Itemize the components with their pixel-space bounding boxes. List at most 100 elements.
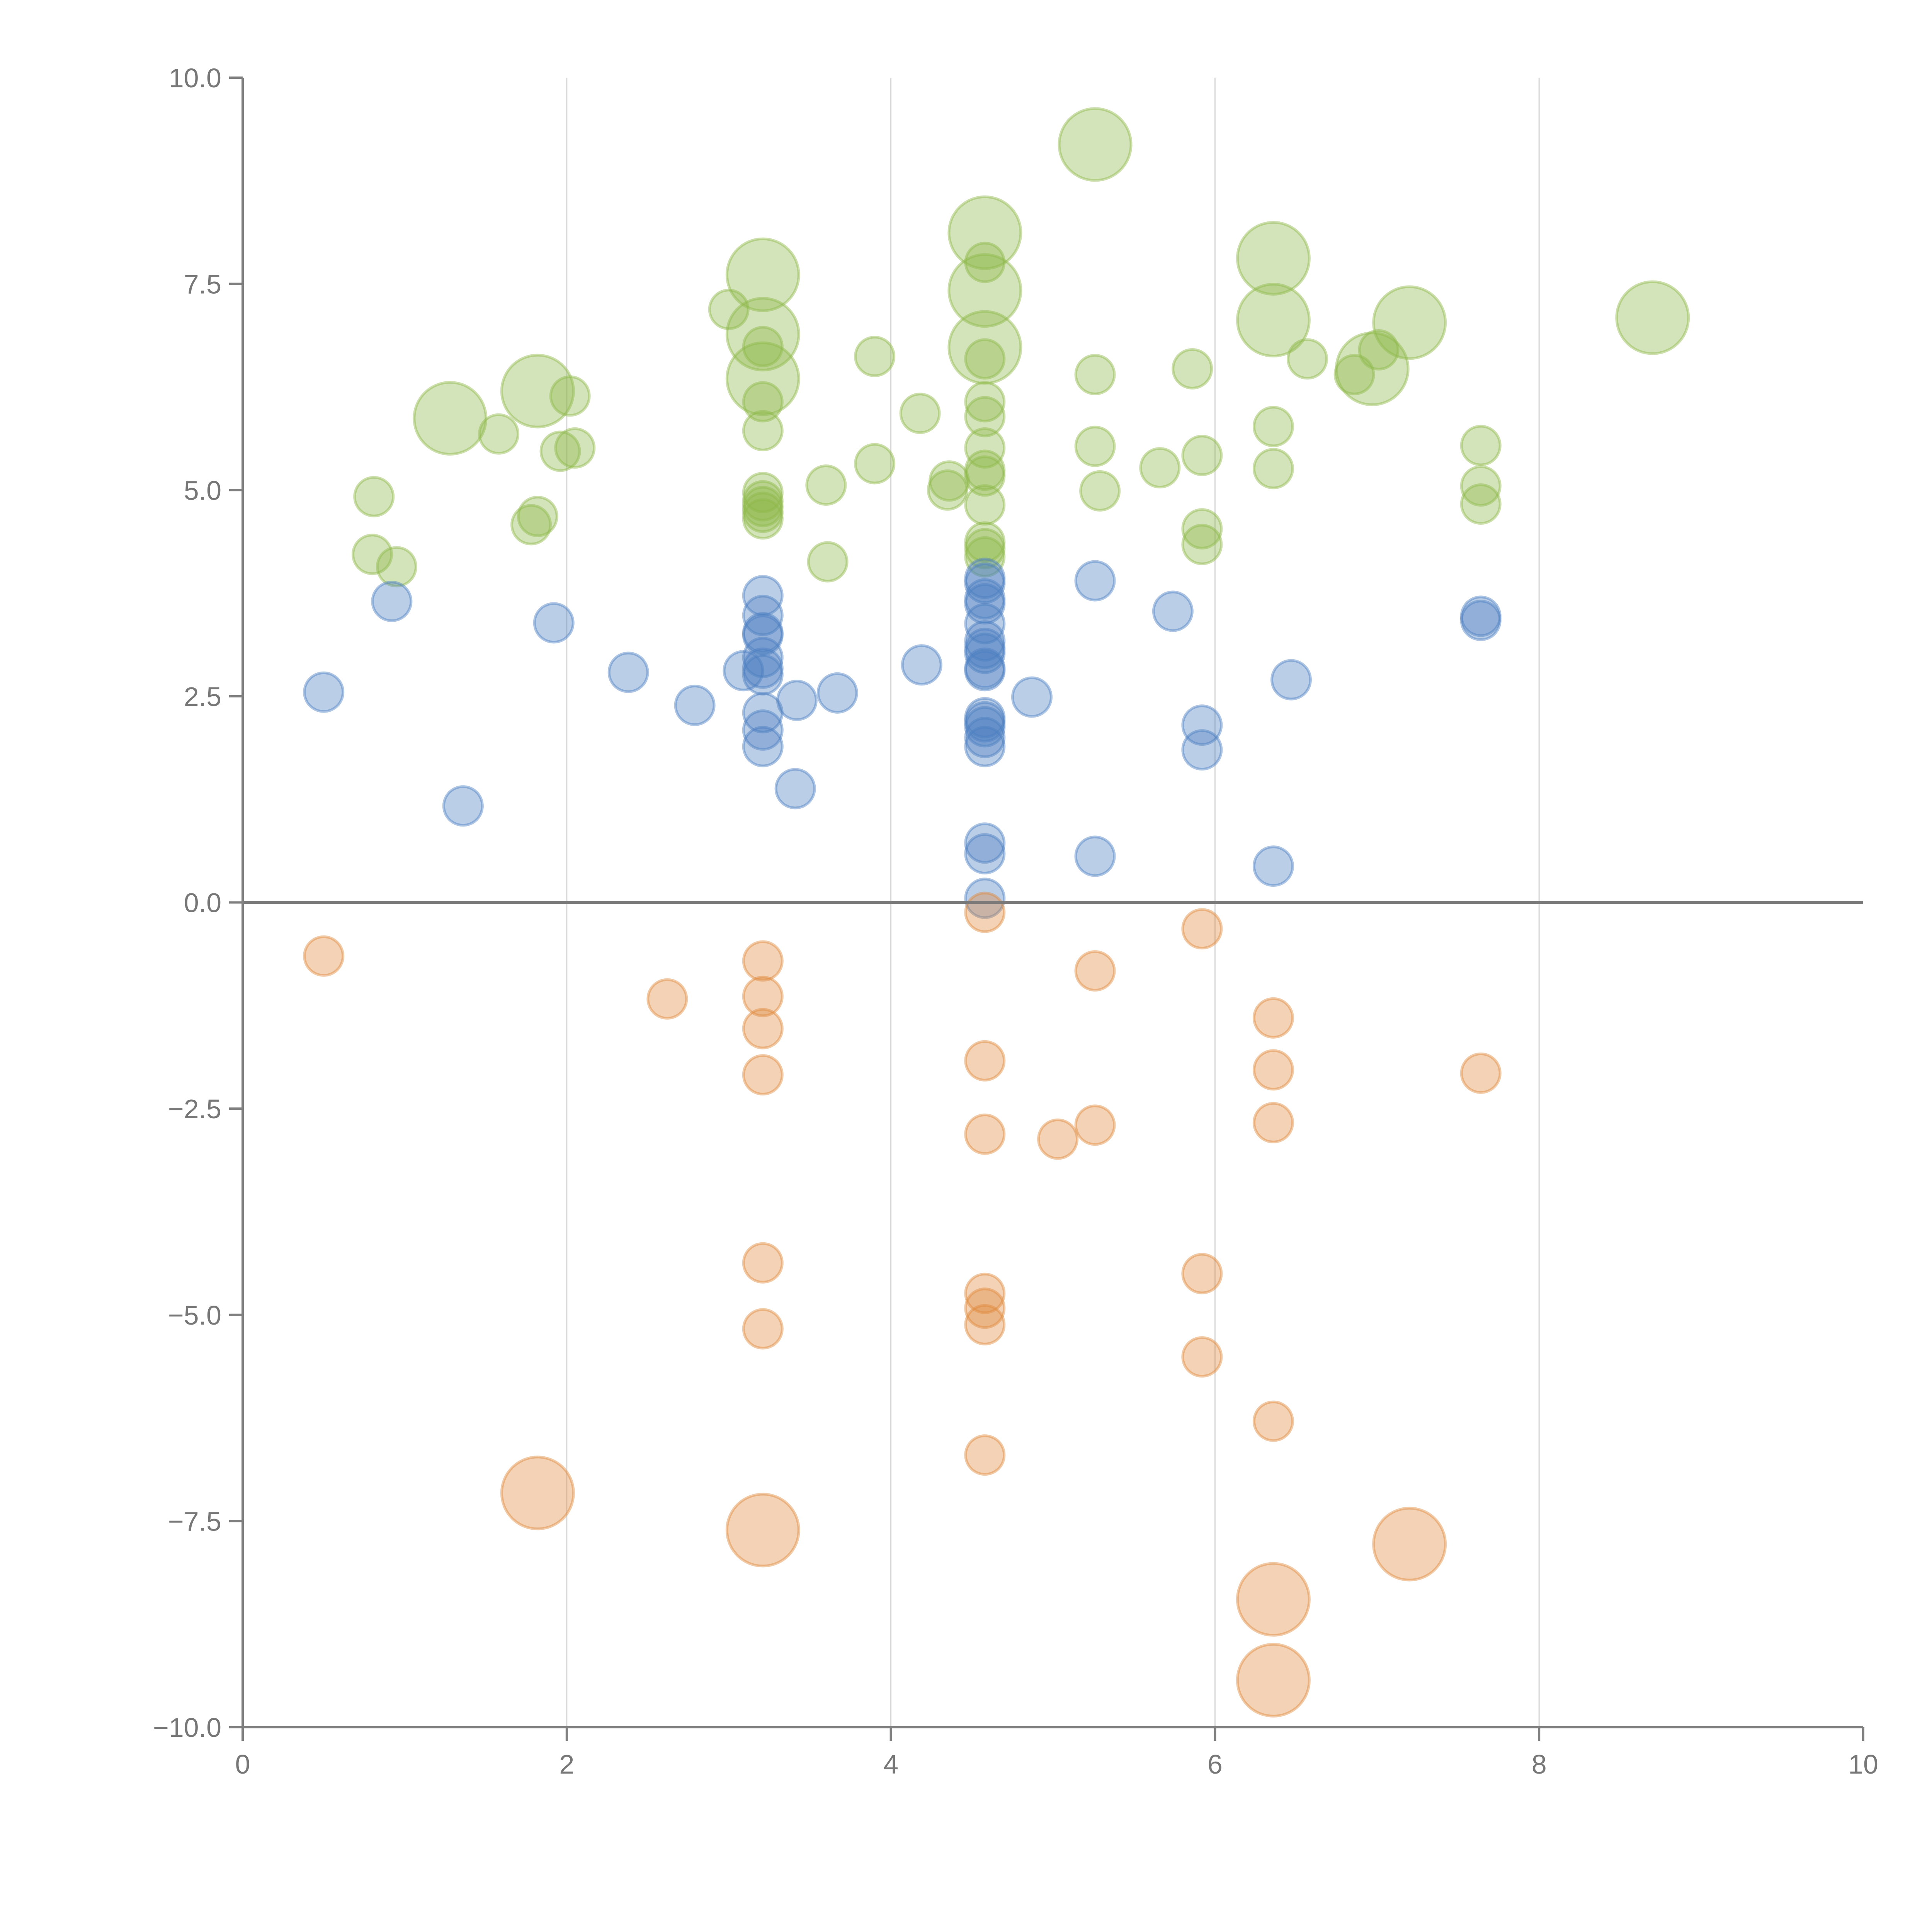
bubble-green <box>725 237 800 312</box>
bubble-blue <box>1181 729 1223 771</box>
bubble-orange <box>1252 1102 1294 1143</box>
x-tick-label: 4 <box>883 1749 898 1779</box>
bubble-orange <box>1181 1336 1223 1378</box>
bubble-orange <box>500 1456 575 1531</box>
bubble-green <box>353 476 395 517</box>
bubble-blue <box>607 651 649 693</box>
bubble-green <box>1181 508 1223 550</box>
bubble-blue <box>1152 590 1194 632</box>
bubble-blue <box>964 822 1006 864</box>
bubble-blue <box>533 602 575 644</box>
bubble-blue <box>964 562 1006 604</box>
bubble-green <box>929 460 970 502</box>
bubble-blue <box>964 726 1006 767</box>
bubble-green <box>376 546 417 588</box>
bubble-green <box>725 297 800 372</box>
bubble-green <box>742 381 784 423</box>
bubble-blue <box>442 785 484 827</box>
bubble-green <box>1252 448 1294 490</box>
y-tick-label: 0.0 <box>184 888 221 918</box>
bubble-blue <box>742 614 784 656</box>
y-tick-label: 7.5 <box>184 269 221 299</box>
bubble-green <box>539 430 581 472</box>
bubble-blue <box>774 768 816 810</box>
bubble-green <box>1236 221 1311 296</box>
bubble-green <box>854 443 896 485</box>
bubble-blue <box>964 633 1006 674</box>
bubble-orange <box>1252 1049 1294 1091</box>
bubble-blue <box>742 726 784 767</box>
x-tick-label: 8 <box>1532 1749 1547 1779</box>
bubble-green <box>742 480 784 522</box>
bubble-blue <box>742 709 784 751</box>
bubble-blue <box>964 620 1006 662</box>
bubble-green <box>352 534 393 575</box>
bubble-green <box>1460 425 1502 466</box>
bubble-blue <box>964 878 1006 919</box>
bubble-blue <box>1011 676 1053 718</box>
bubble-orange <box>964 1304 1006 1345</box>
bubble-green <box>1333 354 1375 395</box>
bubble-green <box>964 536 1006 578</box>
bubble-blue <box>371 580 413 622</box>
bubble-green <box>1460 483 1502 525</box>
bubble-blue <box>776 680 818 721</box>
bubble-orange <box>1074 1104 1116 1146</box>
bubble-green <box>1172 348 1213 389</box>
bubble-green <box>964 338 1006 380</box>
bubble-green <box>964 396 1006 437</box>
bubble-green <box>742 486 784 527</box>
bubble-blue <box>674 684 716 726</box>
bubble-green <box>1181 524 1223 565</box>
bubble-green <box>725 341 800 416</box>
bubble-blue <box>964 628 1006 669</box>
bubble-blue <box>742 595 784 636</box>
bubble-green <box>807 541 849 583</box>
bubble-blue <box>964 697 1006 738</box>
bubble-green <box>1252 406 1294 447</box>
bubble-blue <box>742 612 784 654</box>
bubble-blue <box>964 650 1006 692</box>
bubble-orange <box>742 1308 784 1350</box>
bubble-green <box>1236 283 1311 358</box>
bubble-green <box>742 410 784 452</box>
bubble-orange <box>1372 1507 1447 1582</box>
x-tick-label: 2 <box>559 1749 574 1779</box>
bubble-green <box>854 335 896 377</box>
bubble-green <box>1335 331 1410 406</box>
bubble-orange <box>1236 1643 1311 1718</box>
bubble-green <box>805 464 847 506</box>
bubble-blue <box>742 654 784 696</box>
bubble-green <box>742 492 784 533</box>
bubble-orange <box>1074 950 1116 992</box>
bubble-blue <box>742 575 784 616</box>
bubble-green <box>554 427 596 469</box>
bubble-blue <box>723 650 764 692</box>
bubble-green <box>1460 465 1502 507</box>
bubble-green <box>927 469 968 511</box>
bubble-blue <box>742 647 784 689</box>
bubble-orange <box>303 935 345 977</box>
bubble-orange <box>964 1434 1006 1476</box>
bubble-orange <box>1181 1253 1223 1294</box>
bubble-green <box>947 310 1022 385</box>
bubble-blue <box>901 644 942 686</box>
bubble-blue <box>964 578 1006 620</box>
bubble-green <box>549 375 591 417</box>
bubble-blue <box>1460 600 1502 641</box>
bubble-orange <box>742 976 784 1017</box>
bubble-orange <box>1252 1400 1294 1442</box>
bubble-blue <box>303 671 345 713</box>
bubble-green <box>1358 329 1400 371</box>
bubble-green <box>478 413 520 455</box>
bubble-green <box>964 381 1006 423</box>
bubble-green <box>964 484 1006 526</box>
bubble-green <box>510 504 552 546</box>
bubble-orange <box>964 1040 1006 1082</box>
bubble-green <box>1074 425 1116 467</box>
bubble-orange <box>1181 908 1223 950</box>
bubble-blue <box>964 603 1006 645</box>
bubble-blue <box>1270 659 1312 701</box>
bubble-orange <box>1252 997 1294 1039</box>
